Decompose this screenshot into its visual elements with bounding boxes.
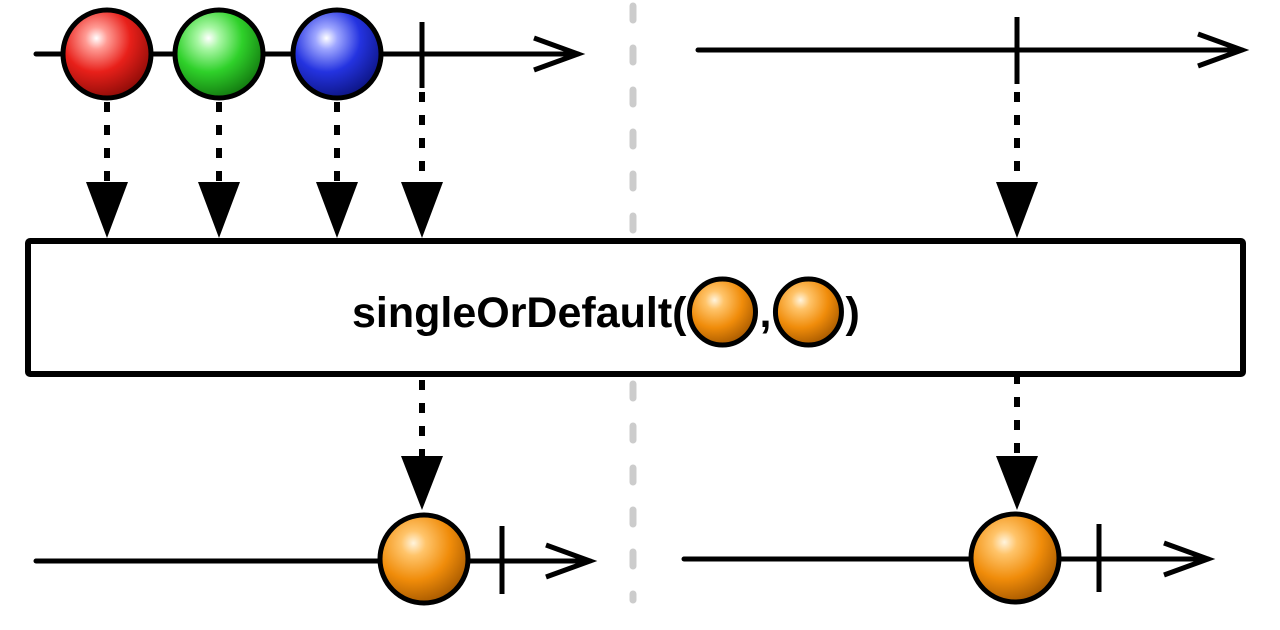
arrow-down-icon [401, 456, 443, 510]
operator-close: ) [845, 289, 859, 337]
arrow-down-icon [86, 182, 128, 238]
arrow-right-icon [1197, 31, 1250, 69]
arrow-down-icon [401, 182, 443, 238]
arrow-down-icon [996, 456, 1038, 510]
marble-red-icon [60, 7, 154, 101]
arrow-down-icon [996, 182, 1038, 238]
marble-blue-icon [290, 7, 384, 101]
arrow-down-icon [316, 182, 358, 238]
input-arrow-right [996, 92, 1038, 238]
output-arrow-left [401, 380, 443, 510]
arrow-right-icon [533, 35, 586, 73]
source-timeline-left [33, 7, 586, 101]
marble-orange-icon [968, 511, 1062, 605]
input-arrows-left [86, 92, 443, 238]
operator-name: singleOrDefault( [352, 289, 687, 337]
operator-separator: , [760, 289, 772, 337]
source-timeline-right [695, 17, 1250, 84]
arrow-right-icon [1163, 540, 1216, 578]
marble-green-icon [172, 7, 266, 101]
marble-orange-icon [687, 276, 758, 348]
result-timeline-left [33, 512, 598, 606]
marble-orange-icon [377, 512, 471, 606]
arrow-right-icon [545, 542, 598, 580]
arrow-down-icon [198, 182, 240, 238]
operator-box: singleOrDefault( , ) [25, 238, 1246, 377]
result-timeline-right [681, 511, 1216, 605]
marble-orange-icon [772, 276, 844, 348]
output-arrow-right [996, 374, 1038, 510]
